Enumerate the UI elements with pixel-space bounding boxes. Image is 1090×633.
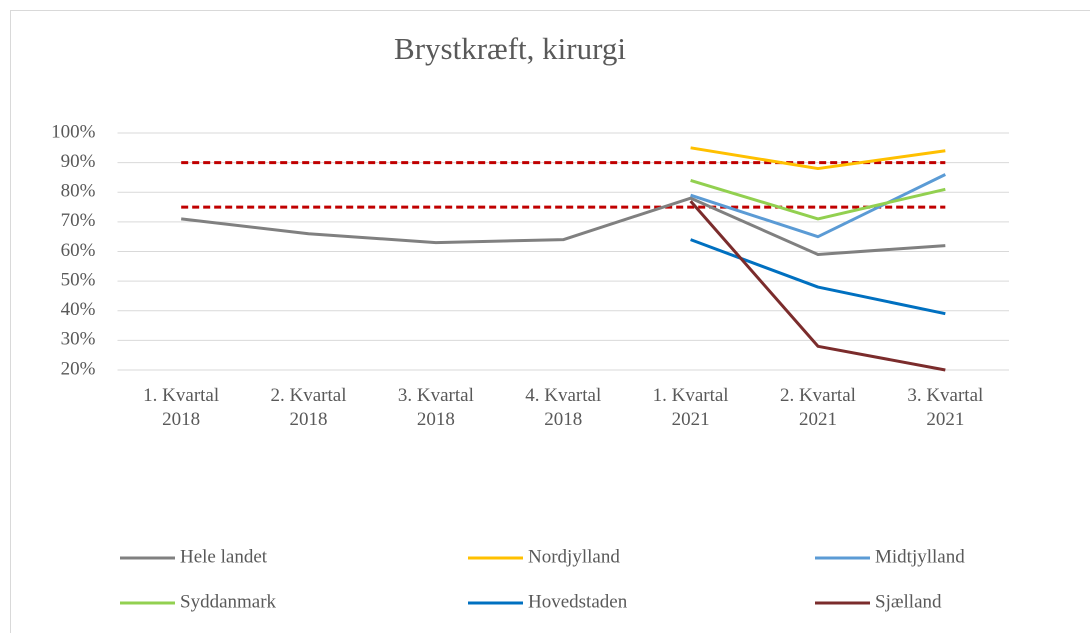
series-line <box>690 173 946 239</box>
series-line <box>690 146 946 171</box>
legend-label: Hovedstaden <box>528 591 628 612</box>
legend-label: Nordjylland <box>528 546 620 567</box>
y-tick-label: 100% <box>51 121 96 142</box>
y-tick-label: 50% <box>61 269 96 290</box>
x-tick-label: 1. Kvartal 2021 <box>652 385 729 430</box>
y-tick-label: 90% <box>61 151 96 172</box>
x-tick-label: 3. Kvartal 2021 <box>907 385 984 430</box>
y-tick-label: 60% <box>61 240 96 261</box>
chart-border <box>10 10 1090 633</box>
x-tick-label: 2. Kvartal 2021 <box>779 385 856 430</box>
legend-label: Sjælland <box>875 591 942 612</box>
legend-label: Hele landet <box>180 546 268 567</box>
x-tick-label: 4. Kvartal 2018 <box>525 385 602 430</box>
x-tick-label: 1. Kvartal 2018 <box>143 385 220 430</box>
chart-title: Brystkræft, kirurgi <box>394 31 626 66</box>
series-line <box>689 200 946 372</box>
y-tick-label: 30% <box>61 329 96 350</box>
y-tick-label: 20% <box>61 358 96 379</box>
x-tick-label: 2. Kvartal 2018 <box>270 385 347 430</box>
legend-label: Midtjylland <box>875 546 965 567</box>
y-tick-label: 40% <box>61 299 96 320</box>
y-tick-label: 80% <box>61 181 96 202</box>
series-line <box>690 178 946 221</box>
x-tick-label: 3. Kvartal 2018 <box>397 385 474 430</box>
series-line <box>181 196 946 256</box>
series-line <box>690 238 946 316</box>
y-tick-label: 70% <box>61 210 96 231</box>
legend-label: Syddanmark <box>180 591 277 612</box>
